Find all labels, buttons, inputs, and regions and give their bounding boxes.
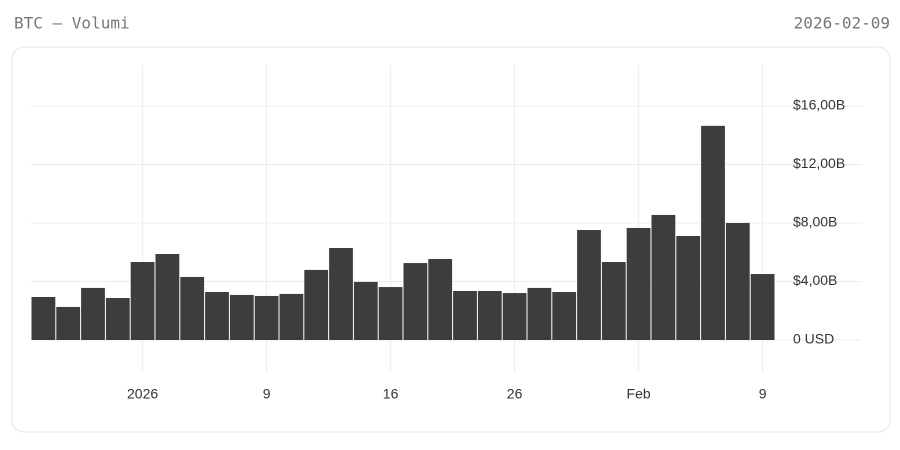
x-tick-label: 9 bbox=[759, 386, 767, 402]
bar bbox=[750, 274, 775, 340]
y-tick-label: $4,00B bbox=[793, 272, 837, 288]
bar bbox=[130, 262, 155, 340]
card bbox=[11, 46, 891, 433]
x-tick-label: Feb bbox=[627, 386, 651, 402]
y-tick-label: 0 USD bbox=[793, 331, 834, 347]
bar bbox=[502, 293, 527, 340]
bar bbox=[403, 263, 428, 340]
bar bbox=[527, 287, 552, 340]
bar bbox=[353, 281, 378, 340]
bar bbox=[31, 296, 56, 340]
bar bbox=[329, 247, 353, 340]
bar bbox=[378, 287, 403, 340]
x-tick-label: 2026 bbox=[127, 386, 158, 402]
y-tick-label: $12,00B bbox=[793, 155, 845, 171]
page-title: BTC — Volumi bbox=[14, 14, 130, 33]
bar bbox=[453, 290, 477, 340]
y-tick-label: $16,00B bbox=[793, 97, 845, 113]
bar bbox=[601, 262, 626, 340]
x-tick-label: 9 bbox=[263, 386, 271, 402]
bar bbox=[81, 287, 105, 340]
bar bbox=[428, 258, 453, 340]
bar bbox=[626, 227, 651, 340]
x-tick-label: 26 bbox=[507, 386, 523, 402]
page-date: 2026-02-09 bbox=[794, 14, 890, 33]
bar bbox=[105, 298, 130, 340]
bar bbox=[725, 222, 750, 340]
bar bbox=[229, 294, 254, 340]
y-tick-label: $8,00B bbox=[793, 214, 837, 230]
x-tick-label: 16 bbox=[383, 386, 399, 402]
bar bbox=[477, 290, 502, 340]
bar bbox=[676, 235, 701, 340]
bar bbox=[279, 293, 304, 340]
bar bbox=[304, 269, 329, 340]
bar bbox=[180, 276, 205, 340]
bar bbox=[651, 214, 676, 340]
bar bbox=[56, 306, 81, 340]
bar bbox=[701, 125, 725, 340]
bar bbox=[205, 292, 229, 340]
bar bbox=[577, 230, 601, 340]
bar bbox=[552, 292, 577, 340]
bar bbox=[155, 253, 180, 340]
bar bbox=[254, 295, 279, 340]
